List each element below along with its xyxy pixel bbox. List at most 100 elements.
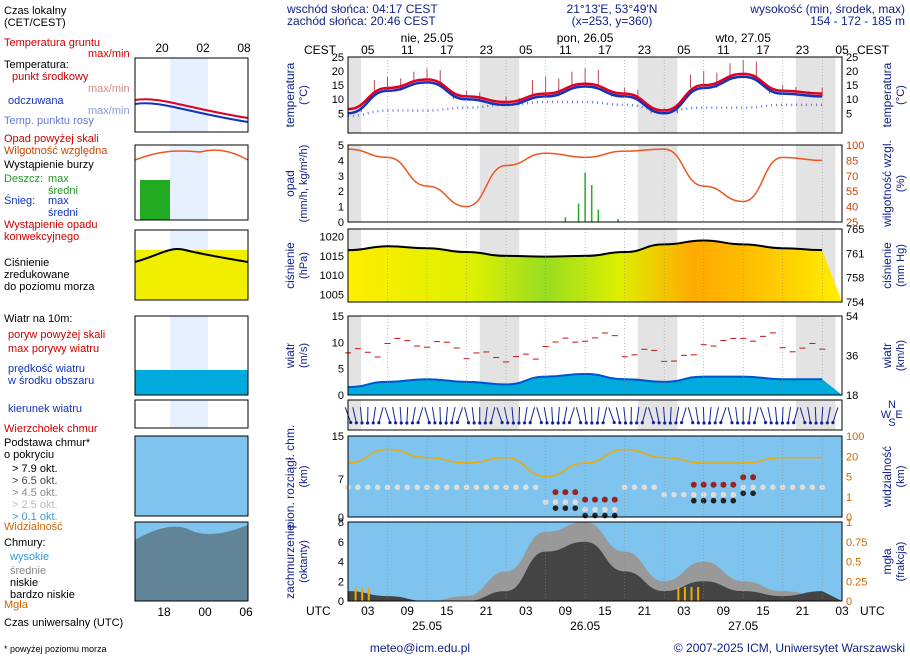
- fog-bar: [361, 587, 363, 601]
- cloud-base-dot: [375, 485, 381, 491]
- cloud-base-dot: [731, 492, 737, 498]
- vis-right-tick: 100: [846, 431, 864, 443]
- legend-okt4: > 2.5 okt.: [12, 499, 58, 511]
- night-band: [480, 145, 520, 222]
- cloud-base-dot: [365, 485, 371, 491]
- legend-night-band: [170, 145, 208, 220]
- mmhg-right-tick: 761: [846, 248, 864, 260]
- precip-left-tick: 4: [338, 155, 344, 167]
- cloud-top-dot: [552, 489, 558, 495]
- panel-temp-bg: [348, 57, 842, 133]
- legend-night-band: [170, 58, 208, 132]
- night-band: [638, 145, 678, 222]
- utc-hour: 21: [638, 604, 652, 618]
- legend-gust-above: poryw powyżej skali: [8, 329, 105, 341]
- legend-humidity: Wilgotność względna: [4, 145, 108, 157]
- panel-units-temp-right: (°C): [895, 85, 907, 105]
- panel-units-cloud-right: (km): [895, 466, 907, 488]
- cloud-base-dot: [572, 499, 578, 505]
- humidity-right-tick: 55: [846, 186, 858, 198]
- cloud-dense-dot: [563, 505, 569, 511]
- temp-right-tick: 5: [846, 108, 852, 120]
- legend-bottom-hour: 00: [198, 605, 212, 619]
- panel-units-cover-right: (frakcja): [895, 542, 907, 582]
- legend-rain: Deszcz:: [4, 173, 43, 185]
- legend-rain-block: [140, 180, 170, 220]
- humidity-right-tick: 85: [846, 155, 858, 167]
- panel-units-press-left: (hPa): [298, 252, 310, 279]
- cest-hour: 17: [440, 43, 454, 57]
- night-band: [348, 145, 361, 222]
- cloud-top-dot: [730, 482, 736, 488]
- precip-left-tick: 1: [338, 202, 344, 214]
- panel-cloud-sky: [348, 436, 842, 517]
- legend-felt-maxmin: max/min: [88, 105, 130, 117]
- legend-local-time-sub: (CET/CEST): [4, 17, 66, 29]
- legend-wind-fill: [135, 370, 248, 395]
- cover-left-tick: 0: [338, 596, 344, 608]
- vis-right-tick: 5: [846, 472, 852, 484]
- legend-low: niskie: [10, 577, 38, 589]
- utc-hour: 15: [756, 604, 770, 618]
- cloud-top-dot: [602, 497, 608, 503]
- cest-hour: 23: [638, 43, 652, 57]
- cloud-base-dot: [642, 485, 648, 491]
- cloud-base-dot: [632, 485, 638, 491]
- cloud-base-dot: [592, 507, 598, 513]
- cloud-dense-dot: [691, 498, 697, 504]
- utc-hour: 03: [677, 604, 691, 618]
- panel-title-wind-left: wiatr: [283, 343, 297, 369]
- bottom-day-label: 25.05: [412, 619, 442, 633]
- cest-hour: 05: [361, 43, 375, 57]
- cloud-base-dot: [493, 485, 499, 491]
- cest-hour: 11: [559, 43, 572, 57]
- fog-right-tick: 0.25: [846, 576, 867, 588]
- cloud-top-dot: [750, 474, 756, 480]
- legend-cloud-base2: o pokryciu: [4, 449, 54, 461]
- temp-left-tick: 5: [338, 108, 344, 120]
- cloud-base-dot: [414, 485, 420, 491]
- panel-title-wind-right: wiatr: [880, 343, 894, 369]
- legend-conv2: konwekcyjnego: [4, 231, 79, 243]
- legend-top-hour: 20: [155, 41, 169, 55]
- legend-temp-maxmin: max/min: [88, 83, 130, 95]
- cest-hour: 17: [598, 43, 612, 57]
- cloud-dense-dot: [612, 513, 618, 519]
- utc-hour: 21: [796, 604, 810, 618]
- panel-title-cloud-left: pion. rozciągł. chm.: [283, 425, 297, 528]
- cloud-base-dot: [355, 485, 361, 491]
- cloud-base-dot: [681, 492, 687, 498]
- legend-dewpoint: Temp. punktu rosy: [4, 115, 94, 127]
- top-day-label: wto, 27.05: [715, 31, 772, 45]
- legend-temperature: Temperatura:: [4, 59, 69, 71]
- cloud-base-dot: [404, 485, 410, 491]
- legend-storm: Wystąpienie burzy: [4, 159, 94, 171]
- temp-left-tick: 20: [332, 66, 344, 78]
- legend-okt2: > 6.5 okt.: [12, 475, 58, 487]
- night-band: [638, 57, 678, 133]
- legend-pressure2: zredukowane: [4, 269, 69, 281]
- legend-cloud-base: Podstawa chmur*: [4, 437, 91, 449]
- utc-hour: 21: [480, 604, 494, 618]
- legend-visibility: Widzialność: [4, 521, 63, 533]
- legend-pressure3: do poziomu morza: [4, 281, 95, 293]
- vis-right-tick: 1: [846, 492, 852, 504]
- cloud-top-dot: [562, 489, 568, 495]
- panel-title-precip-right: wilgotność wzgl.: [880, 140, 894, 228]
- cover-left-tick: 4: [338, 557, 344, 569]
- cloud-top-dot: [592, 497, 598, 503]
- night-band: [480, 57, 520, 133]
- cloud-base-dot: [790, 485, 796, 491]
- cloud-base-dot: [523, 485, 529, 491]
- utc-hour: 09: [401, 604, 415, 618]
- mmhg-right-tick: 765: [846, 224, 864, 236]
- cloud-base-dot: [454, 485, 460, 491]
- kmh-right-tick: 18: [846, 390, 858, 402]
- top-day-label: pon, 26.05: [557, 31, 614, 45]
- cloud-base-dot: [533, 485, 539, 491]
- cest-hour: 05: [519, 43, 533, 57]
- cloud-base-dot: [750, 485, 756, 491]
- fog-bar: [677, 587, 679, 601]
- legend-felt: odczuwana: [8, 95, 65, 107]
